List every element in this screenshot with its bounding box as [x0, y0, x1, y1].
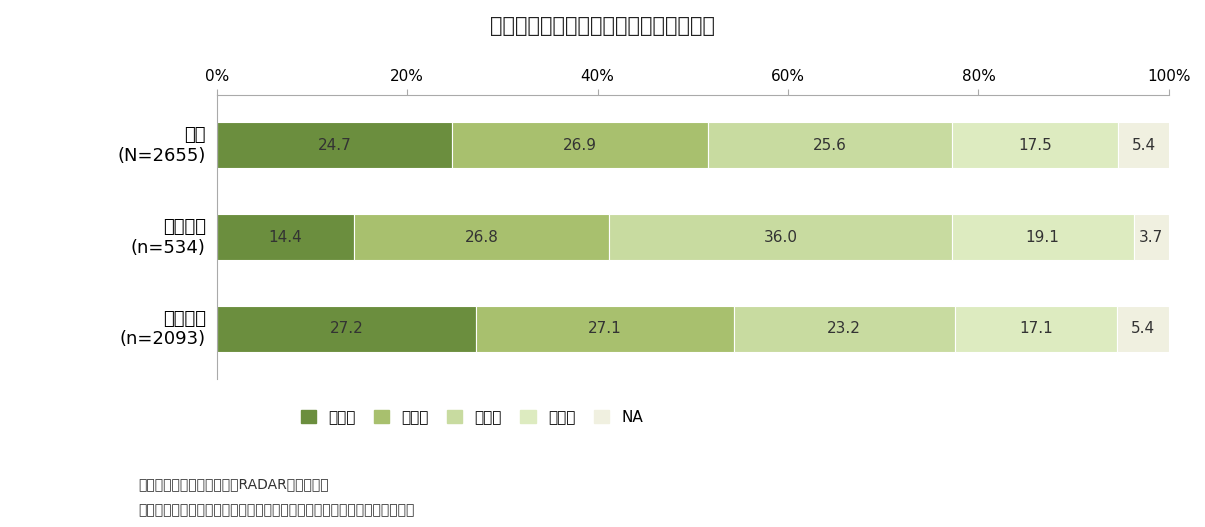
Bar — [609, 214, 952, 260]
Text: 23.2: 23.2 — [828, 321, 862, 336]
Text: 24.7: 24.7 — [318, 138, 352, 153]
Bar — [952, 214, 1134, 260]
Text: （注）凡例の高低は、金融リテラシー／コンサルティング／情報希求の順: （注）凡例の高低は、金融リテラシー／コンサルティング／情報希求の順 — [139, 503, 415, 518]
Bar — [954, 306, 1117, 352]
Text: 25.6: 25.6 — [813, 138, 847, 153]
Text: 19.1: 19.1 — [1025, 230, 1059, 245]
Text: 図表４　金融意識セグメント別の構成比: 図表４ 金融意識セグメント別の構成比 — [490, 16, 715, 36]
Bar — [709, 122, 952, 168]
Bar — [217, 306, 476, 352]
Text: 26.9: 26.9 — [563, 138, 596, 153]
Bar — [1118, 122, 1170, 168]
Text: 出所：日経リサーチ「金融RADAR」より作成: 出所：日経リサーチ「金融RADAR」より作成 — [139, 477, 329, 491]
Text: 26.8: 26.8 — [465, 230, 499, 245]
Text: 5.4: 5.4 — [1131, 321, 1156, 336]
Bar — [1117, 306, 1169, 352]
Bar — [354, 214, 609, 260]
Text: 36.0: 36.0 — [764, 230, 798, 245]
Bar — [452, 122, 709, 168]
Legend: 低／低, 低／高, 高／高, 高／低, NA: 低／低, 低／高, 高／高, 高／低, NA — [301, 410, 642, 425]
Bar — [476, 306, 734, 352]
Text: 17.1: 17.1 — [1019, 321, 1053, 336]
Text: 3.7: 3.7 — [1139, 230, 1163, 245]
Bar — [1134, 214, 1169, 260]
Text: 17.5: 17.5 — [1018, 138, 1052, 153]
Text: 27.2: 27.2 — [329, 321, 363, 336]
Bar — [217, 122, 452, 168]
Bar — [952, 122, 1118, 168]
Bar — [734, 306, 954, 352]
Bar — [217, 214, 354, 260]
Text: 27.1: 27.1 — [588, 321, 622, 336]
Text: 5.4: 5.4 — [1131, 138, 1156, 153]
Text: 14.4: 14.4 — [269, 230, 302, 245]
